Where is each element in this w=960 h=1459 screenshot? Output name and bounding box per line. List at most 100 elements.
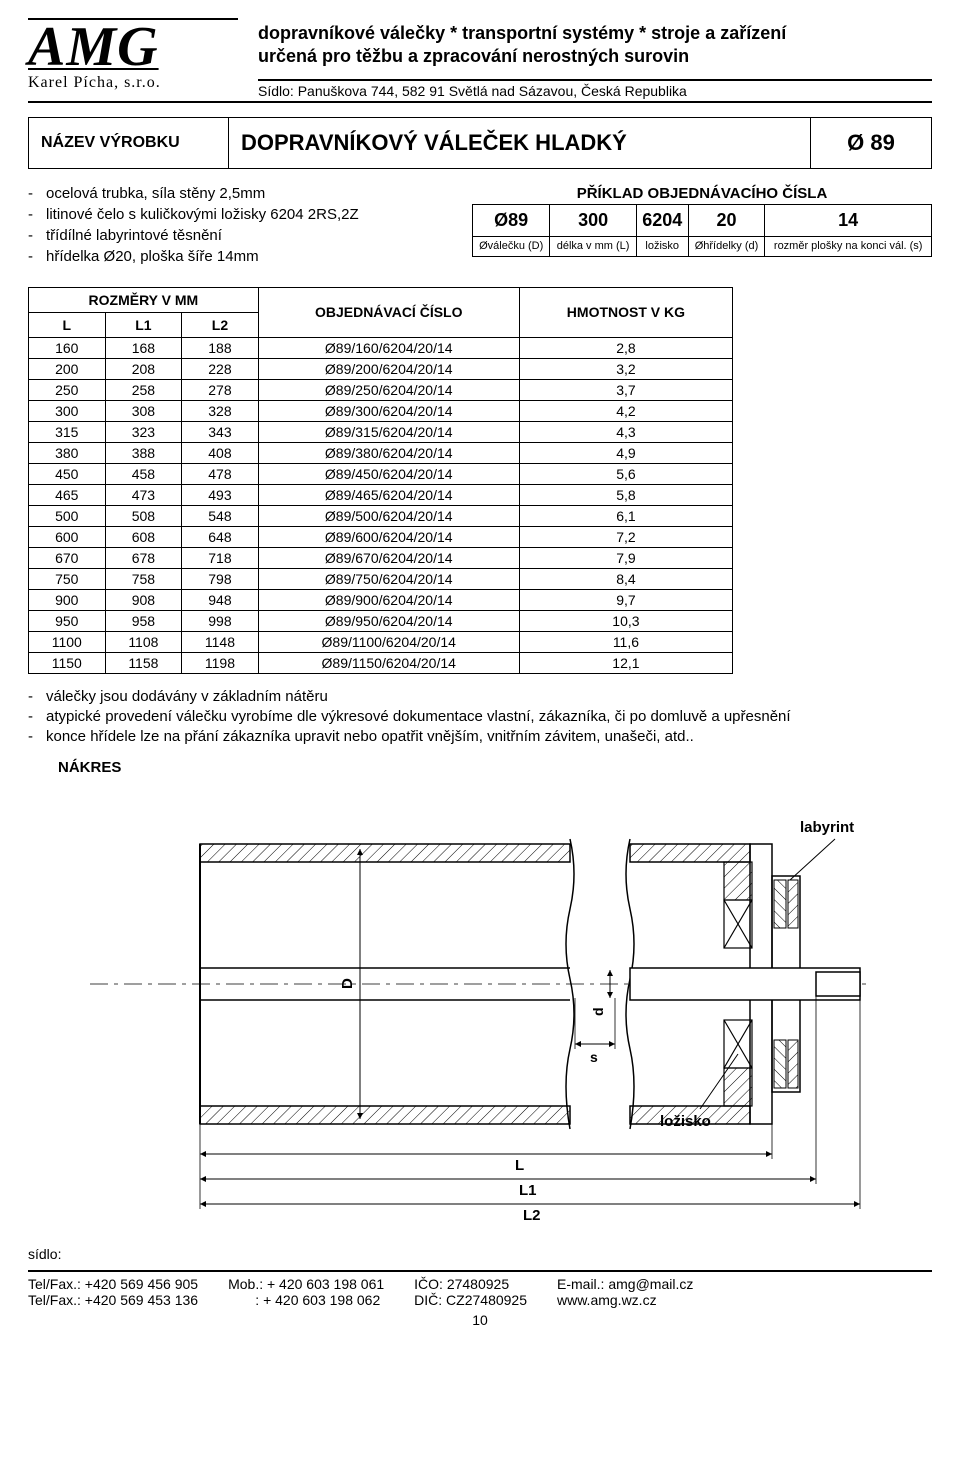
table-cell: 798 [182,568,259,589]
drawing-label: NÁKRES [58,759,932,776]
table-row: 670678718Ø89/670/6204/20/147,9 [29,547,733,568]
table-cell: 750 [29,568,106,589]
table-cell: 1158 [105,652,182,673]
table-row: 160168188Ø89/160/6204/20/142,8 [29,337,733,358]
wt-head: HMOTNOST V KG [519,287,732,337]
table-row: 750758798Ø89/750/6204/20/148,4 [29,568,733,589]
table-cell: 908 [105,589,182,610]
table-cell: 308 [105,400,182,421]
table-row: 450458478Ø89/450/6204/20/145,6 [29,463,733,484]
table-cell: 758 [105,568,182,589]
table-cell: 208 [105,358,182,379]
obj-head: OBJEDNÁVACÍ ČÍSLO [258,287,519,337]
logo-company: Karel Pícha, s.r.o. [28,74,238,92]
table-row: 900908948Ø89/900/6204/20/149,7 [29,589,733,610]
example-title: PŘÍKLAD OBJEDNÁVACÍHO ČÍSLA [472,185,932,202]
seat-address: Sídlo: Panuškova 744, 582 91 Světlá nad … [258,83,932,99]
spec-item: třídílné labyrintové těsnění [46,227,222,244]
page-footer: Tel/Fax.: +420 569 456 905 Tel/Fax.: +42… [28,1270,932,1308]
label-d: d [590,1007,606,1016]
tagline-1: dopravníkové válečky * transportní systé… [258,22,932,45]
notes-list: -válečky jsou dodávány v základním nátěr… [28,688,932,745]
page-number: 10 [28,1312,932,1328]
table-cell: 948 [182,589,259,610]
table-cell: Ø89/200/6204/20/14 [258,358,519,379]
table-cell: 228 [182,358,259,379]
product-diameter: Ø 89 [811,118,931,168]
header-right: dopravníkové válečky * transportní systé… [258,18,932,99]
example-table: PŘÍKLAD OBJEDNÁVACÍHO ČÍSLA Ø89 300 6204… [472,185,932,257]
example-val: 20 [688,204,765,236]
note-item: válečky jsou dodávány v základním nátěru [46,688,932,705]
table-cell: 4,3 [519,421,732,442]
label-lozisko: ložisko [660,1113,711,1130]
table-cell: 160 [29,337,106,358]
table-cell: 493 [182,484,259,505]
web: www.amg.wz.cz [557,1292,693,1308]
note-item: konce hřídele lze na přání zákazníka upr… [46,728,932,745]
title-label: NÁZEV VÝROBKU [29,118,229,168]
table-row: 200208228Ø89/200/6204/20/143,2 [29,358,733,379]
specs-list: -ocelová trubka, síla stěny 2,5mm -litin… [28,185,448,269]
table-cell: 900 [29,589,106,610]
table-cell: 200 [29,358,106,379]
table-cell: 2,8 [519,337,732,358]
col-L1: L1 [105,312,182,337]
email: E-mail.: amg@mail.cz [557,1276,693,1292]
table-cell: 678 [105,547,182,568]
table-cell: 473 [105,484,182,505]
example-val: 14 [765,204,932,236]
spec-item: hřídelka Ø20, ploška šíře 14mm [46,248,259,265]
label-D: D [339,978,356,989]
table-row: 465473493Ø89/465/6204/20/145,8 [29,484,733,505]
table-cell: 328 [182,400,259,421]
table-cell: 508 [105,505,182,526]
table-cell: 3,2 [519,358,732,379]
spec-item: litinové čelo s kuličkovými ložisky 6204… [46,206,359,223]
product-name: DOPRAVNÍKOVÝ VÁLEČEK HLADKÝ [229,118,811,168]
table-cell: Ø89/380/6204/20/14 [258,442,519,463]
table-row: 950958998Ø89/950/6204/20/1410,3 [29,610,733,631]
table-cell: 300 [29,400,106,421]
table-cell: 718 [182,547,259,568]
dic: DIČ: CZ27480925 [414,1292,527,1308]
table-cell: 3,7 [519,379,732,400]
table-row: 110011081148Ø89/1100/6204/20/1411,6 [29,631,733,652]
table-cell: Ø89/250/6204/20/14 [258,379,519,400]
table-cell: 10,3 [519,610,732,631]
logo-brand: AMG [28,18,238,72]
table-cell: 188 [182,337,259,358]
technical-drawing: labyrint ložisko D d s L L1 [70,784,890,1234]
table-row: 300308328Ø89/300/6204/20/144,2 [29,400,733,421]
table-cell: Ø89/300/6204/20/14 [258,400,519,421]
example-head: délka v mm (L) [550,236,636,256]
table-cell: 458 [105,463,182,484]
mob2: : + 420 603 198 062 [228,1292,384,1308]
table-cell: 388 [105,442,182,463]
divider [258,79,932,81]
table-cell: Ø89/160/6204/20/14 [258,337,519,358]
table-cell: 250 [29,379,106,400]
table-cell: 1150 [29,652,106,673]
table-cell: 8,4 [519,568,732,589]
table-cell: 600 [29,526,106,547]
label-labyrint: labyrint [800,819,854,836]
footer-sidlo-label: sídlo: [28,1246,932,1262]
example-val: 300 [550,204,636,236]
table-cell: 7,9 [519,547,732,568]
tagline-2: určená pro těžbu a zpracování nerostných… [258,45,932,68]
table-cell: 5,6 [519,463,732,484]
dimensions-table-wrap: ROZMĚRY V MM OBJEDNÁVACÍ ČÍSLO HMOTNOST … [28,287,932,674]
table-cell: Ø89/465/6204/20/14 [258,484,519,505]
table-cell: 258 [105,379,182,400]
table-cell: 4,2 [519,400,732,421]
spec-item: ocelová trubka, síla stěny 2,5mm [46,185,265,202]
title-block: NÁZEV VÝROBKU DOPRAVNÍKOVÝ VÁLEČEK HLADK… [28,117,932,169]
table-cell: 500 [29,505,106,526]
table-cell: 7,2 [519,526,732,547]
table-cell: 343 [182,421,259,442]
table-cell: 478 [182,463,259,484]
table-cell: Ø89/500/6204/20/14 [258,505,519,526]
table-cell: Ø89/450/6204/20/14 [258,463,519,484]
label-L: L [515,1157,524,1174]
